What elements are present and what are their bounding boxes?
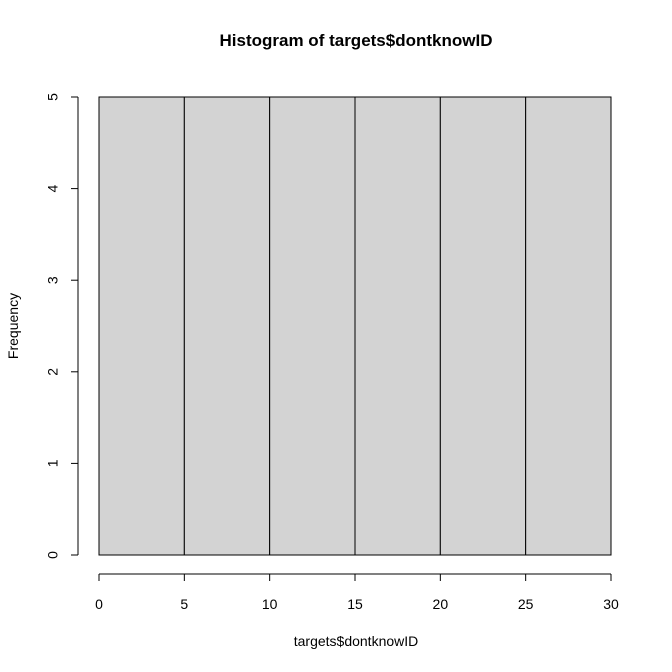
x-axis: 0 5 10 15 20 25 30 <box>95 573 619 612</box>
y-axis-label: Frequency <box>5 293 21 359</box>
y-tick-label-4: 4 <box>45 184 61 192</box>
y-tick-label-2: 2 <box>45 368 61 376</box>
y-tick-label-5: 5 <box>45 93 61 101</box>
y-axis: 0 1 2 3 4 5 <box>45 93 79 559</box>
histogram-bar-0 <box>98 96 185 556</box>
x-tick-label-3: 15 <box>347 596 363 612</box>
x-tick-label-4: 20 <box>433 596 449 612</box>
x-tick-label-2: 10 <box>262 596 278 612</box>
x-tick-label-6: 30 <box>603 596 619 612</box>
x-tick-label-5: 25 <box>518 596 534 612</box>
histogram-bar-4 <box>439 96 527 556</box>
y-tick-label-3: 3 <box>45 276 61 284</box>
x-tick-label-0: 0 <box>95 596 103 612</box>
histogram-bar-1 <box>183 96 271 556</box>
y-tick-label-0: 0 <box>45 551 61 559</box>
x-tick-label-1: 5 <box>180 596 188 612</box>
chart-title: Histogram of targets$dontknowID <box>220 31 493 50</box>
bar-group <box>98 96 612 556</box>
histogram-bar-3 <box>354 96 441 556</box>
histogram-bar-2 <box>269 96 356 556</box>
x-axis-label: targets$dontknowID <box>294 633 419 649</box>
y-tick-label-1: 1 <box>45 459 61 467</box>
histogram-bar-5 <box>525 96 612 556</box>
